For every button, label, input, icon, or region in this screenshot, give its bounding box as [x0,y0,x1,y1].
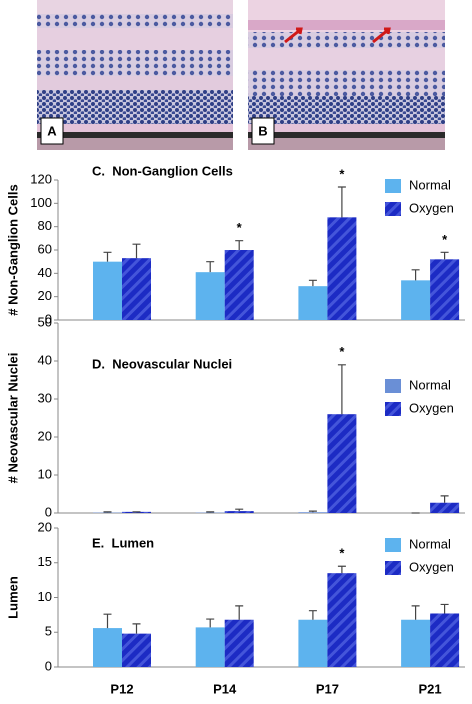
y-tick-label: 10 [38,589,52,604]
error-bar [235,508,244,512]
y-tick-label: 60 [38,241,52,256]
error-bar [103,613,112,629]
error-bar [206,618,215,628]
y-tick-label: 0 [45,658,52,673]
y-tick-label: 30 [38,390,52,405]
legend-swatch [385,379,401,393]
legend-swatch [385,561,401,575]
x-tick-label: P17 [316,681,339,696]
bar [224,250,254,320]
y-tick-label: 5 [45,624,52,639]
panel-label: B [258,123,267,138]
significance-marker: * [339,546,345,561]
y-axis-label: Lumen [5,576,20,619]
error-bar [103,511,112,513]
legend-label: Oxygen [409,559,454,574]
bar [298,512,328,513]
chart-title: C. Non-Ganglion Cells [92,163,233,178]
error-bar [235,605,244,620]
legend-swatch [385,202,401,216]
error-bar [337,186,346,218]
histology-a: A [37,0,233,150]
error-bar [103,251,112,262]
bar [195,627,225,667]
significance-marker: * [339,344,345,359]
bar [401,280,431,320]
legend-swatch [385,402,401,416]
error-bar [206,511,215,513]
error-bar [132,243,141,259]
bar [401,619,431,667]
y-tick-label: 15 [38,554,52,569]
legend-swatch [385,538,401,552]
y-tick-label: 0 [45,311,52,326]
error-bar [440,603,449,614]
error-bar [235,240,244,250]
y-tick-label: 80 [38,218,52,233]
bar [327,573,357,667]
bar [122,258,151,320]
error-bar [308,510,317,513]
bar [122,633,151,667]
significance-marker: * [237,220,243,235]
y-tick-label: 50 [38,314,52,329]
chart-title: D. Neovascular Nuclei [92,356,232,371]
bar [430,502,460,513]
y-tick-label: 40 [38,265,52,280]
legend-swatch [385,179,401,193]
legend-label: Oxygen [409,400,454,415]
bar [195,272,225,320]
bar [298,286,328,320]
legend-label: Oxygen [409,200,454,215]
y-tick-label: 120 [30,171,52,186]
error-bar [337,565,346,574]
error-bar [440,251,449,260]
error-bar [411,269,420,281]
error-bar [440,495,449,503]
bar [430,613,460,667]
significance-marker: * [442,232,448,247]
y-tick-label: 40 [38,352,52,367]
bar [327,414,357,513]
y-tick-label: 10 [38,466,52,481]
x-tick-label: P21 [419,681,442,696]
error-bar [308,610,317,620]
legend-label: Normal [409,536,451,551]
significance-marker: * [339,166,345,181]
bar [430,259,460,320]
panel-label: A [47,123,57,138]
x-tick-label: P12 [110,681,133,696]
y-tick-label: 20 [38,428,52,443]
y-tick-label: 0 [45,504,52,519]
bar [224,619,254,667]
chart-title: E. Lumen [92,535,154,550]
error-bar [308,279,317,287]
x-tick-label: P14 [213,681,237,696]
y-tick-label: 20 [38,519,52,534]
y-tick-label: 20 [38,288,52,303]
error-bar [411,605,420,620]
legend-label: Normal [409,177,451,192]
bar [298,619,328,667]
bar [327,217,357,320]
legend-label: Normal [409,377,451,392]
histology-b: B [248,0,445,150]
y-axis-label: # Non-Ganglion Cells [5,184,20,315]
bar [224,511,254,513]
error-bar [337,364,346,415]
bar [93,628,122,667]
y-axis-label: # Neovascular Nuclei [5,353,20,484]
error-bar [132,623,141,634]
y-tick-label: 100 [30,195,52,210]
error-bar [206,261,215,273]
bar [93,261,122,320]
